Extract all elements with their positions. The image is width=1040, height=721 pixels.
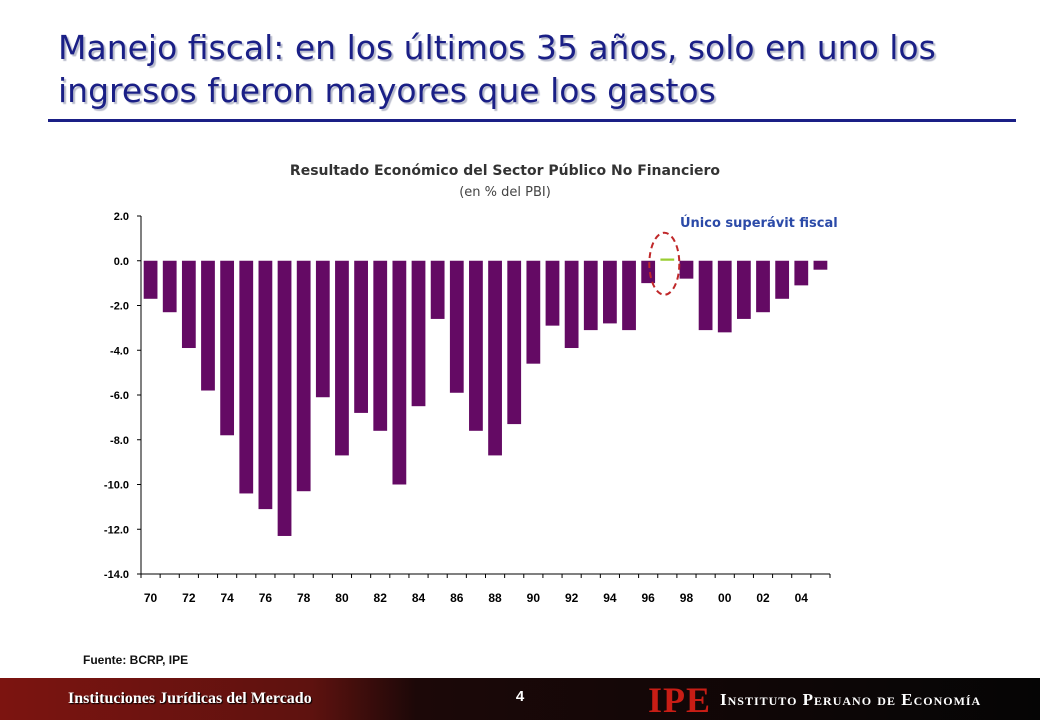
- x-tick-label: 84: [412, 591, 426, 605]
- bar-03: [775, 260, 790, 299]
- x-tick-label: 02: [756, 591, 770, 605]
- footer-org-name: Instituto Peruano de Economía: [720, 690, 982, 709]
- bar-79: [315, 260, 330, 398]
- bar-93: [583, 260, 598, 331]
- bar-90: [526, 260, 541, 364]
- x-tick-label: 86: [450, 591, 464, 605]
- page-number: 4: [515, 688, 525, 705]
- title-divider: [48, 119, 1016, 122]
- surplus-highlight-ellipse: [648, 231, 681, 296]
- y-tick-label: -10.0: [104, 480, 129, 492]
- bar-99: [698, 260, 713, 331]
- y-tick-label: -2.0: [110, 301, 129, 313]
- source-note: Fuente: BCRP, IPE: [83, 653, 189, 667]
- x-tick-label: 72: [182, 591, 196, 605]
- bar-74: [220, 260, 235, 436]
- bar-95: [622, 260, 636, 331]
- y-tick-label: -8.0: [110, 435, 129, 447]
- bar-73: [201, 260, 215, 391]
- y-tick-label: -6.0: [110, 390, 129, 402]
- x-tick-label: 78: [297, 591, 311, 605]
- bar-92: [564, 260, 579, 349]
- x-tick-label: 90: [527, 591, 541, 605]
- chart-subtitle: (en % del PBI): [459, 185, 551, 200]
- bar-02: [756, 260, 770, 313]
- x-tick-label: 70: [144, 591, 158, 605]
- y-tick-label: -14.0: [104, 569, 129, 581]
- bar-84: [411, 260, 426, 407]
- bar-75: [239, 260, 254, 494]
- bar-88: [488, 260, 502, 456]
- bar-80: [335, 260, 349, 456]
- bar-96: [641, 260, 656, 284]
- bar-81: [354, 260, 368, 413]
- ipe-logo: IPE: [648, 680, 712, 720]
- bar-89: [507, 260, 522, 425]
- bar-98: [679, 260, 694, 279]
- chart-title: Resultado Económico del Sector Público N…: [289, 163, 721, 179]
- slide-title: Manejo fiscal: en los últimos 35 años, s…: [58, 28, 936, 110]
- bar-87: [469, 260, 483, 431]
- bar-94: [603, 260, 617, 324]
- bar-72: [181, 260, 196, 349]
- footer-course-title: Instituciones Jurídicas del Mercado: [68, 690, 312, 707]
- y-tick-label: -4.0: [110, 345, 129, 357]
- x-tick-label: 04: [795, 591, 809, 605]
- bar-70: [143, 260, 158, 299]
- x-tick-label: 74: [220, 591, 234, 605]
- y-tick-label: 0.0: [114, 256, 129, 268]
- y-tick-label: -12.0: [104, 524, 129, 536]
- y-tick-label: 2.0: [114, 211, 129, 223]
- bar-00: [717, 260, 732, 333]
- x-tick-label: 96: [642, 591, 656, 605]
- bar-chart: 2.0 0.0 -2.0 -4.0 -6.0 -8.0 -10.0 -12.0 -14.0 70 7…: [104, 211, 831, 605]
- bar-76: [258, 260, 273, 510]
- x-tick-label: 94: [603, 591, 617, 605]
- bar-71: [162, 260, 177, 313]
- bar-77: [277, 260, 292, 536]
- bar-78: [296, 260, 311, 492]
- bar-05: [813, 260, 828, 270]
- x-tick-label: 98: [680, 591, 694, 605]
- x-tick-label: 88: [488, 591, 502, 605]
- surplus-annotation: Único superávit fiscal: [680, 216, 838, 231]
- bar-85: [430, 260, 445, 319]
- bar-01: [736, 260, 751, 319]
- x-tick-label: 92: [565, 591, 579, 605]
- bar-86: [449, 260, 464, 393]
- bar-91: [545, 260, 560, 326]
- x-tick-label: 00: [718, 591, 732, 605]
- footer-bar: Instituciones Jurídicas del Mercado 4 IP…: [0, 678, 1040, 720]
- bar-83: [392, 260, 407, 485]
- x-tick-label: 76: [259, 591, 273, 605]
- bar-04: [794, 260, 809, 286]
- x-tick-label: 82: [374, 591, 388, 605]
- x-tick-label: 80: [335, 591, 349, 605]
- bar-97: [660, 258, 675, 261]
- bar-82: [373, 260, 388, 431]
